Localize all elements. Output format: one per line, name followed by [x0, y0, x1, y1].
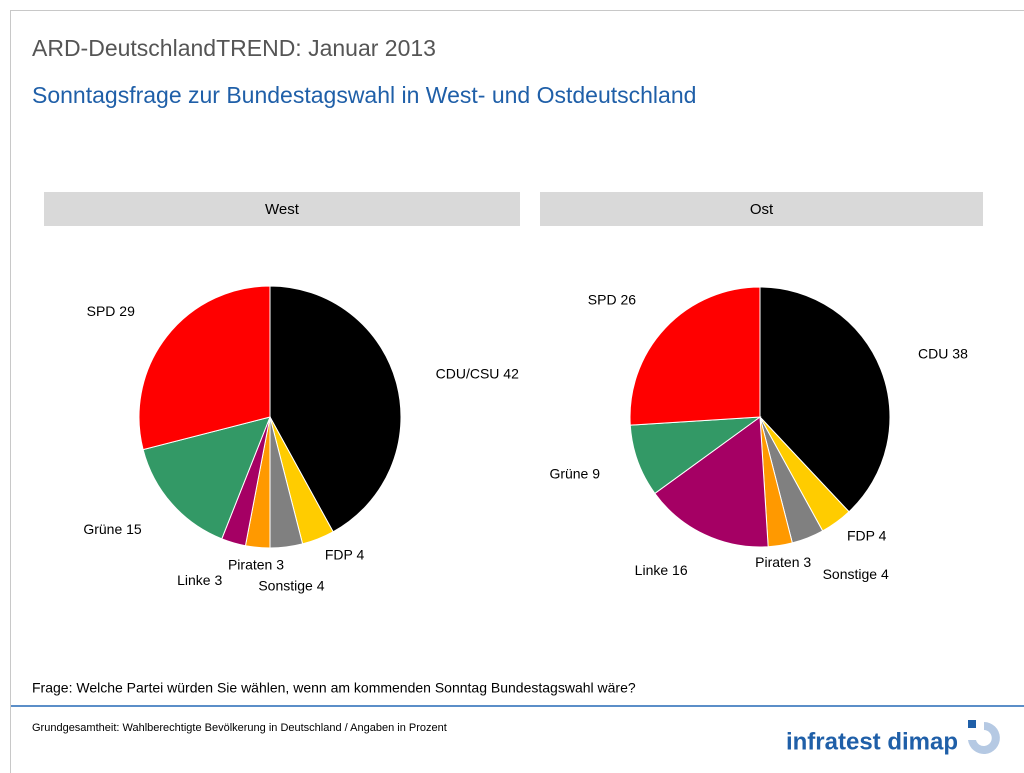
data-label: Grüne 9 — [549, 465, 600, 481]
label-value: 4 — [356, 546, 364, 562]
label-category: Piraten — [228, 556, 272, 572]
label-value: 4 — [879, 527, 887, 543]
label-value: 15 — [126, 521, 142, 537]
data-label: Grüne 15 — [83, 521, 142, 537]
label-value: 4 — [317, 577, 325, 593]
label-category: SPD — [87, 303, 116, 319]
label-category: CDU/CSU — [436, 365, 500, 381]
pie-slice — [269, 285, 402, 533]
label-category: Grüne — [549, 465, 588, 481]
panel-title: Ost — [750, 201, 774, 218]
label-value: 4 — [881, 566, 889, 582]
label-value: 29 — [119, 303, 135, 319]
label-category: Sonstige — [258, 577, 313, 593]
label-category: Grüne — [83, 521, 122, 537]
pie-slice — [759, 286, 891, 513]
label-value: 26 — [620, 291, 636, 307]
logo-icon — [968, 720, 1000, 754]
note: Grundgesamtheit: Wahlberechtigte Bevölke… — [32, 722, 447, 734]
frame — [10, 10, 1024, 773]
pie-slice — [629, 286, 761, 426]
data-label: Piraten 3 — [228, 556, 284, 572]
panel-header — [540, 192, 983, 226]
data-label: FDP 4 — [847, 527, 887, 543]
label-value: 9 — [592, 465, 600, 481]
label-value: 3 — [276, 556, 284, 572]
label-category: Sonstige — [823, 566, 878, 582]
label-value: 3 — [803, 554, 811, 570]
data-label: SPD 29 — [87, 303, 135, 319]
panel-title: West — [265, 201, 300, 218]
data-label: Sonstige 4 — [823, 566, 889, 582]
subtitle: Sonntagsfrage zur Bundestagswahl in West… — [32, 82, 696, 108]
data-label: Piraten 3 — [755, 554, 811, 570]
panel-header — [44, 192, 520, 226]
data-label: CDU 38 — [918, 345, 968, 361]
data-label: FDP 4 — [325, 546, 365, 562]
label-value: 38 — [952, 345, 968, 361]
data-label: Sonstige 4 — [258, 577, 324, 593]
pie-slice — [138, 285, 271, 451]
title: ARD-DeutschlandTREND: Januar 2013 — [32, 35, 436, 61]
label-category: Piraten — [755, 554, 799, 570]
data-label: Linke 16 — [635, 562, 688, 578]
label-category: Linke — [635, 562, 669, 578]
label-category: FDP — [847, 527, 875, 543]
label-category: Linke — [177, 572, 211, 588]
data-label: SPD 26 — [588, 291, 636, 307]
label-value: 16 — [672, 562, 688, 578]
logo: infratest dimap — [786, 728, 958, 755]
pie-slice — [654, 416, 769, 548]
data-label: Linke 3 — [177, 572, 222, 588]
data-label: CDU/CSU 42 — [436, 365, 519, 381]
label-value: 3 — [214, 572, 222, 588]
question: Frage: Welche Partei würden Sie wählen, … — [32, 680, 636, 696]
label-category: FDP — [325, 546, 353, 562]
label-category: CDU — [918, 345, 948, 361]
label-value: 42 — [503, 365, 519, 381]
label-category: SPD — [588, 291, 617, 307]
pie-slice — [142, 416, 271, 540]
